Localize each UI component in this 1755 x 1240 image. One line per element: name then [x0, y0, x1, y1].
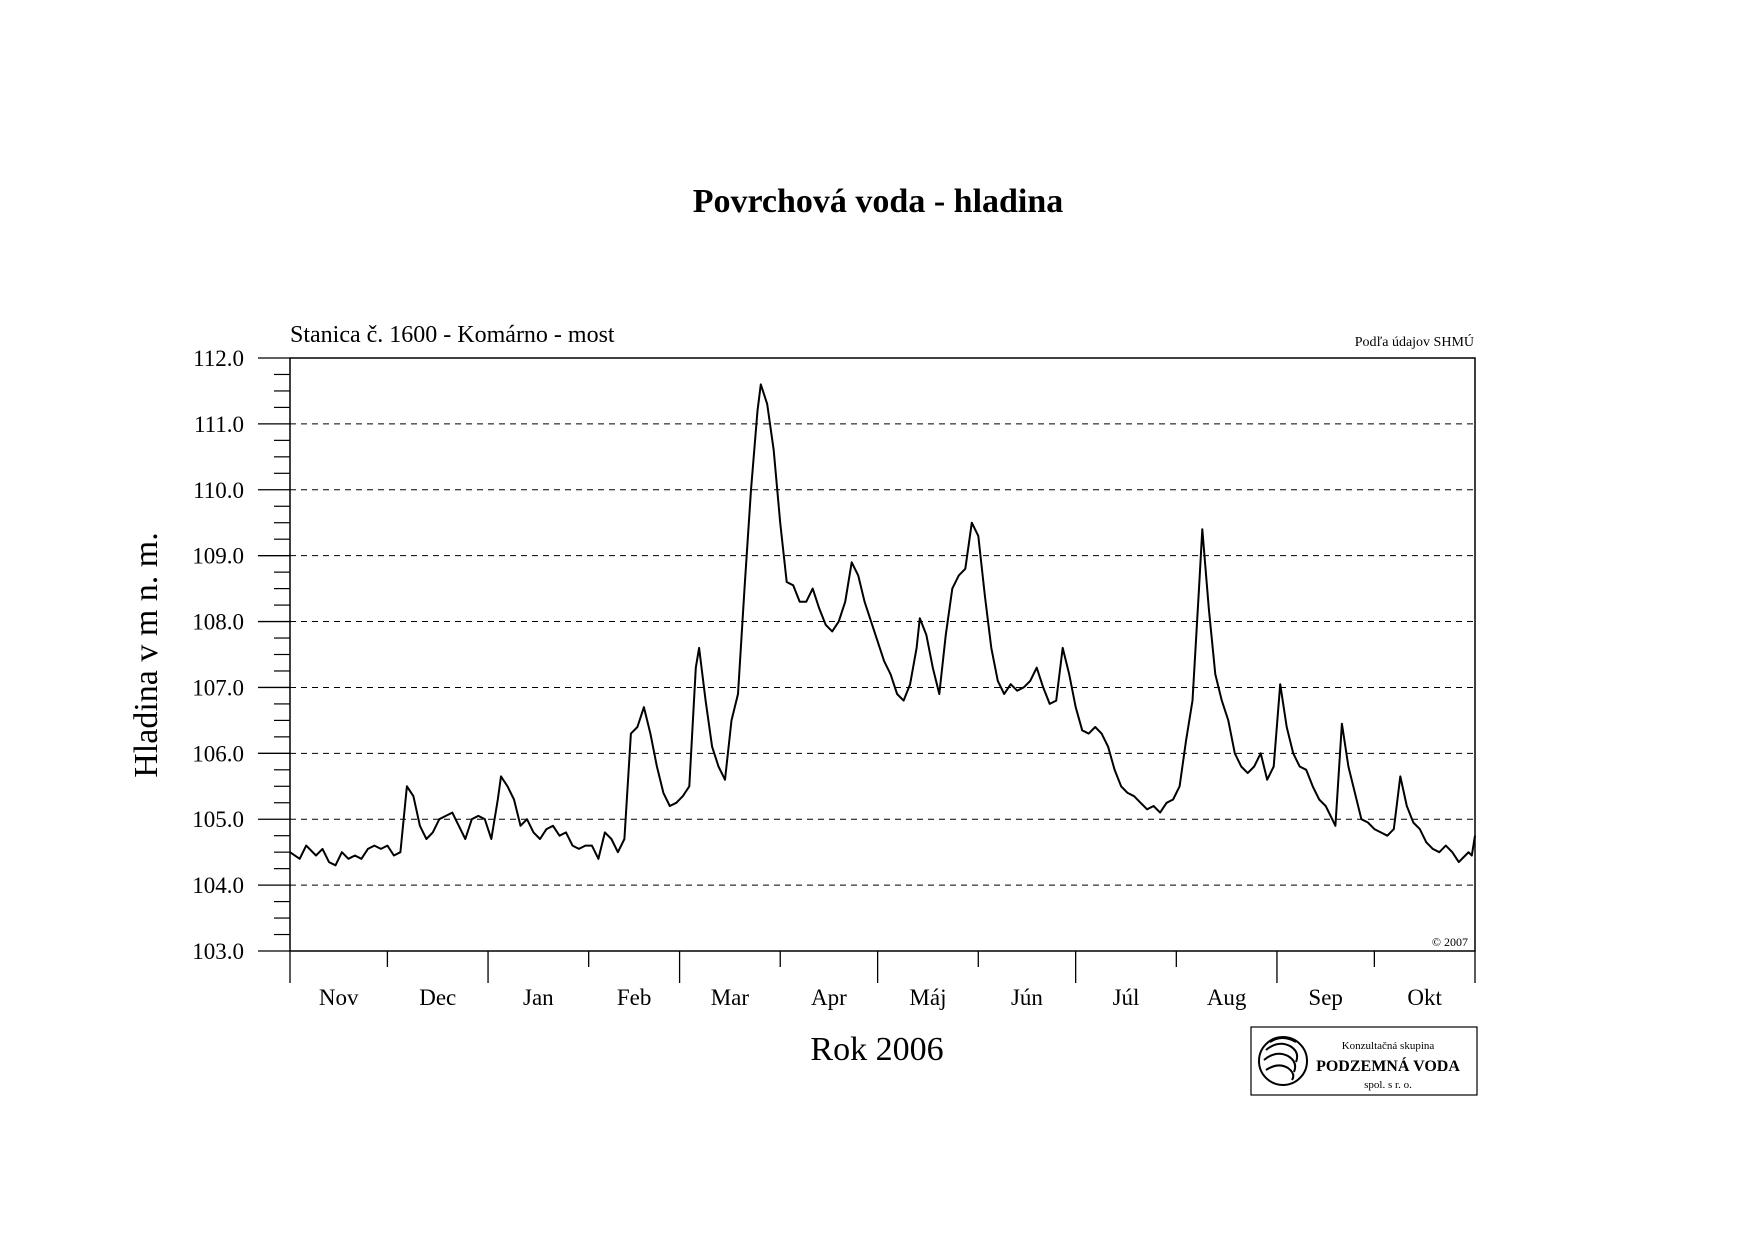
y-tick-label: 110.0 [193, 478, 244, 503]
copyright-label: © 2007 [1432, 935, 1468, 949]
y-tick-label: 109.0 [192, 544, 244, 569]
source-note: Podľa údajov SHMÚ [1355, 333, 1474, 350]
y-axis: 103.0 104.0 105.0 106.0 107.0 108.0 109.0 110.0… [192, 346, 290, 964]
x-tick-label-12: Okt [1407, 985, 1442, 1010]
y-tick-label: 103.0 [192, 939, 244, 964]
station-label: Stanica č. 1600 - Komárno - most [290, 322, 615, 348]
chart-title: Povrchová voda - hladina [693, 183, 1064, 220]
y-axis-label: Hladina v m n. m. [128, 532, 165, 778]
series-line-water-level [289, 383, 1476, 867]
x-tick-label-11: Sep [1308, 985, 1343, 1010]
x-tick-label-1: Nov [319, 985, 359, 1010]
x-tick-label-8: Jún [1011, 985, 1043, 1010]
company-logo: Konzultačná skupina PODZEMNÁ VODA spol. … [1250, 1026, 1478, 1096]
y-tick-label: 105.0 [192, 807, 244, 832]
x-tick-label-5: Mar [711, 985, 750, 1010]
x-tick-label-9: Júl [1113, 985, 1140, 1010]
x-axis: Nov Dec Jan Feb Mar Apr Máj Jún Júl Aug Sep Okt [289, 951, 1476, 1010]
x-tick-label-10: Aug [1207, 985, 1247, 1010]
x-tick-label-4: Feb [617, 985, 652, 1010]
company-logo-icon [1258, 1036, 1308, 1086]
logo-line3: spol. s r. o. [1364, 1079, 1412, 1091]
x-tick-label-6: Apr [811, 985, 847, 1010]
y-tick-label: 108.0 [192, 610, 244, 635]
x-tick-label-3: Jan [523, 985, 554, 1010]
x-tick-label-7: Máj [909, 985, 946, 1010]
y-tick-label: 107.0 [192, 675, 244, 700]
y-tick-label: 112.0 [193, 346, 244, 371]
y-tick-label: 104.0 [192, 873, 244, 898]
x-tick-label-2: Dec [419, 985, 456, 1010]
x-axis-label: Rok 2006 [810, 1031, 943, 1068]
y-tick-label: 106.0 [192, 741, 244, 766]
logo-line1: Konzultačná skupina [1342, 1040, 1435, 1052]
plot-frame [289, 357, 1476, 952]
gridlines [290, 357, 1475, 886]
y-tick-label: 111.0 [194, 412, 244, 437]
logo-line2: PODZEMNÁ VODA [1316, 1056, 1460, 1075]
